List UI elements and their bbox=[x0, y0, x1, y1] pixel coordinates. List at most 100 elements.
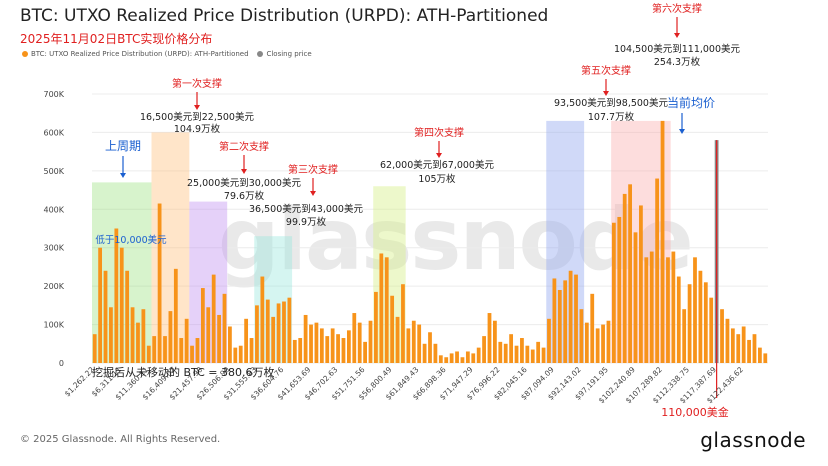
data-bar bbox=[109, 307, 113, 363]
data-bar bbox=[357, 322, 362, 363]
data-bar bbox=[465, 351, 470, 363]
data-bar bbox=[460, 357, 465, 363]
data-bar bbox=[417, 324, 422, 363]
data-bar bbox=[747, 339, 751, 363]
annotation-range: 25,000美元到30,000美元 bbox=[187, 177, 301, 189]
data-bar bbox=[195, 338, 200, 363]
legend-urpd-swatch bbox=[22, 51, 28, 57]
data-bar bbox=[336, 334, 340, 363]
legend-urpd-label: BTC: UTXO Realized Price Distribution (U… bbox=[31, 50, 249, 58]
data-bar bbox=[703, 282, 708, 363]
data-bar bbox=[98, 247, 103, 363]
y-tick-label: 0 bbox=[59, 359, 64, 368]
data-bar bbox=[763, 353, 768, 363]
annotation-label: 上周期 bbox=[105, 139, 141, 153]
chart-title: BTC: UTXO Realized Price Distribution (U… bbox=[20, 6, 549, 26]
y-tick-label: 400K bbox=[43, 205, 64, 214]
data-bar bbox=[552, 278, 557, 363]
data-bar bbox=[190, 345, 194, 363]
data-bar bbox=[390, 295, 395, 363]
data-bar bbox=[687, 284, 692, 363]
annotation-amount: 79.6万枚 bbox=[224, 190, 265, 202]
data-bar bbox=[595, 328, 600, 363]
annotation-subtext: 低于10,000美元 bbox=[95, 234, 167, 246]
data-bar bbox=[498, 341, 503, 363]
annotation-range: 16,500美元到22,500美元 bbox=[140, 111, 254, 123]
data-bar bbox=[557, 289, 562, 363]
data-bar bbox=[287, 297, 292, 363]
data-bar bbox=[752, 334, 757, 363]
data-bar bbox=[276, 303, 281, 363]
data-bar bbox=[536, 341, 541, 363]
data-bar bbox=[211, 274, 216, 363]
data-bar bbox=[233, 347, 238, 363]
data-bar bbox=[503, 343, 508, 363]
data-bar bbox=[584, 322, 589, 363]
annotation-range: 62,000美元到67,000美元 bbox=[380, 159, 494, 171]
data-bar bbox=[341, 338, 346, 363]
data-bar bbox=[676, 276, 681, 363]
data-bar bbox=[568, 270, 573, 363]
y-tick-label: 200K bbox=[43, 282, 64, 291]
annotation-amount: 254.3万枚 bbox=[654, 56, 701, 68]
data-bar bbox=[303, 314, 308, 363]
y-tick-label: 700K bbox=[43, 90, 64, 99]
data-bar bbox=[433, 343, 438, 363]
data-bar bbox=[644, 257, 649, 363]
data-bar bbox=[255, 305, 259, 363]
data-bar bbox=[217, 314, 221, 363]
arrow-head bbox=[241, 169, 247, 174]
arrow-head bbox=[603, 91, 609, 96]
data-bar bbox=[606, 320, 611, 363]
data-bar bbox=[314, 322, 319, 363]
data-bar bbox=[282, 301, 286, 363]
data-bar bbox=[736, 334, 741, 363]
data-bar bbox=[103, 270, 108, 363]
data-bar bbox=[520, 338, 524, 363]
data-bar bbox=[493, 320, 497, 363]
annotation-amount: 105万枚 bbox=[418, 173, 456, 185]
annotation-range: 36,500美元到43,000美元 bbox=[249, 203, 363, 215]
data-bar bbox=[547, 318, 551, 363]
data-bar bbox=[757, 347, 762, 363]
support-band bbox=[373, 186, 406, 363]
data-bar bbox=[141, 309, 146, 363]
data-bar bbox=[671, 251, 676, 363]
annotation-current-price: 110,000美金 bbox=[661, 405, 729, 419]
data-bar bbox=[601, 324, 605, 363]
annotation-bottom-note: 挖掘后从未移动的 BTC = 380.6万枚 bbox=[92, 365, 275, 379]
arrow-head bbox=[120, 173, 126, 178]
data-bar bbox=[249, 338, 254, 363]
data-bar bbox=[179, 338, 184, 363]
data-bar bbox=[384, 257, 389, 363]
data-bar bbox=[298, 338, 303, 363]
data-bar bbox=[271, 316, 276, 363]
data-bar bbox=[611, 222, 616, 363]
data-bar bbox=[119, 247, 124, 363]
data-bar bbox=[422, 343, 427, 363]
arrow-head bbox=[310, 191, 316, 196]
data-bar bbox=[649, 251, 654, 363]
data-bar bbox=[471, 353, 476, 363]
data-bar bbox=[617, 216, 622, 363]
data-bar bbox=[622, 193, 627, 363]
data-bar bbox=[541, 347, 546, 363]
data-bar bbox=[574, 274, 578, 363]
data-bar bbox=[200, 288, 205, 363]
legend-closing-swatch bbox=[257, 51, 264, 57]
data-bar bbox=[579, 309, 584, 363]
annotation-label: 第二次支撑 bbox=[219, 140, 269, 153]
data-bar bbox=[309, 324, 313, 363]
arrow-head bbox=[436, 153, 442, 158]
data-bar bbox=[476, 347, 481, 363]
data-bar bbox=[411, 320, 416, 363]
y-tick-label: 500K bbox=[43, 167, 64, 176]
data-bar bbox=[438, 355, 443, 363]
data-bar bbox=[693, 257, 697, 363]
annotation-label: 第四次支撑 bbox=[414, 126, 464, 139]
data-bar bbox=[720, 309, 724, 363]
data-bar bbox=[374, 291, 378, 363]
annotation-label: 第三次支撑 bbox=[288, 163, 338, 176]
data-bar bbox=[125, 270, 130, 363]
